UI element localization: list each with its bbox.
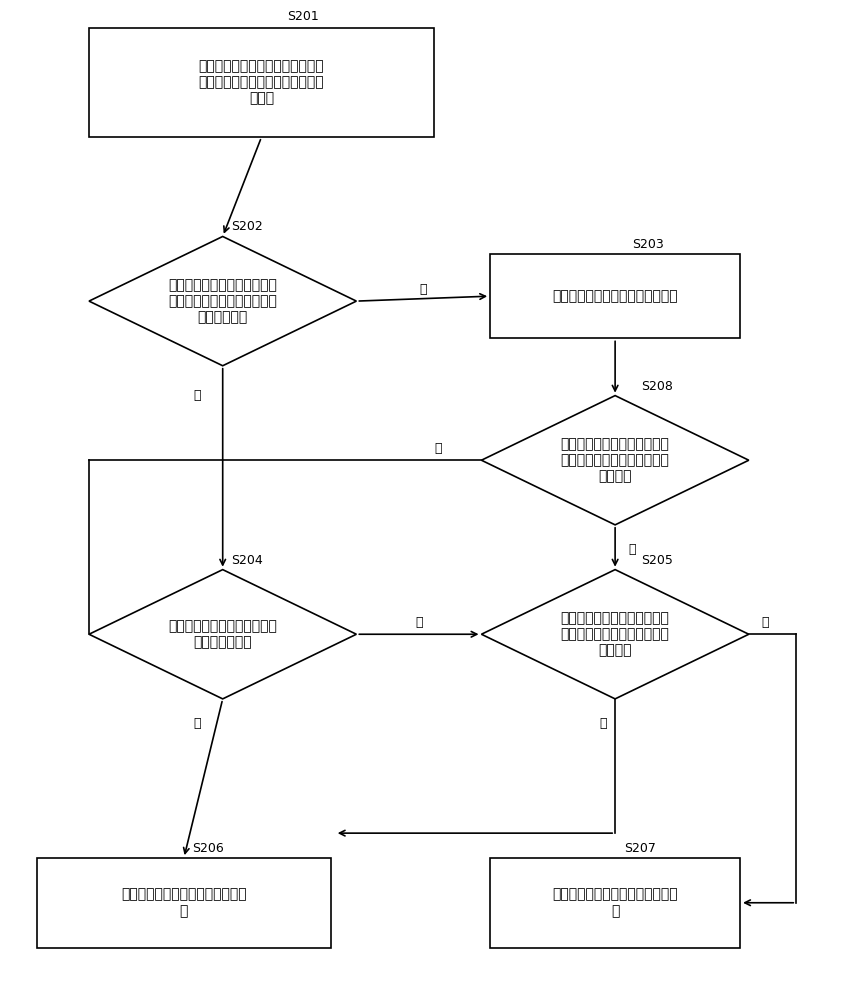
Text: S204: S204 [232,554,263,567]
Text: 是: 是 [628,543,635,556]
Bar [89,28,434,137]
Text: 否: 否 [194,717,201,730]
Text: 禁止使用所述支付类应用的支付功
能: 禁止使用所述支付类应用的支付功 能 [121,888,247,918]
Text: 在检测到移动终端的支付类应用启
动时，获取所述移动终端的硬件配
置信息: 在检测到移动终端的支付类应用启 动时，获取所述移动终端的硬件配 置信息 [199,59,325,106]
Text: 否: 否 [435,442,442,455]
Text: 否: 否 [599,717,607,730]
Bar [490,858,740,948]
Polygon shape [482,570,749,699]
Text: 检测所述移动终端的当前位置
信息是否与预先存储的位置信
息相匹配: 检测所述移动终端的当前位置 信息是否与预先存储的位置信 息相匹配 [561,437,669,483]
Text: S206: S206 [193,842,224,855]
Bar [37,858,331,948]
Text: S208: S208 [641,380,673,393]
Polygon shape [89,236,357,366]
Text: 是: 是 [419,283,427,296]
Text: S205: S205 [641,554,673,567]
Polygon shape [89,570,357,699]
Text: 检测所述移动终端的移动轨迹
，并判断该移动轨迹是否符合
预设条件: 检测所述移动终端的移动轨迹 ，并判断该移动轨迹是否符合 预设条件 [561,611,669,657]
Text: 检测所述移动终端的硬件配置
信息与预先存储的硬件配置信
息是否相匹配: 检测所述移动终端的硬件配置 信息与预先存储的硬件配置信 息是否相匹配 [168,278,277,324]
Text: 否: 否 [194,389,201,402]
Text: S207: S207 [624,842,655,855]
Text: 获取所述移动终端的当前位置信息: 获取所述移动终端的当前位置信息 [552,289,678,303]
Text: 是: 是 [762,616,769,629]
Text: S201: S201 [287,10,319,23]
Text: S203: S203 [633,238,664,251]
Text: S202: S202 [232,220,263,233]
Bar [490,254,740,338]
Text: 允许使用所述支付类应用的支付功
能: 允许使用所述支付类应用的支付功 能 [552,888,678,918]
Polygon shape [482,396,749,525]
Text: 提示用户进行身份验证，并检
测验证是否通过: 提示用户进行身份验证，并检 测验证是否通过 [168,619,277,649]
Text: 是: 是 [415,616,423,629]
